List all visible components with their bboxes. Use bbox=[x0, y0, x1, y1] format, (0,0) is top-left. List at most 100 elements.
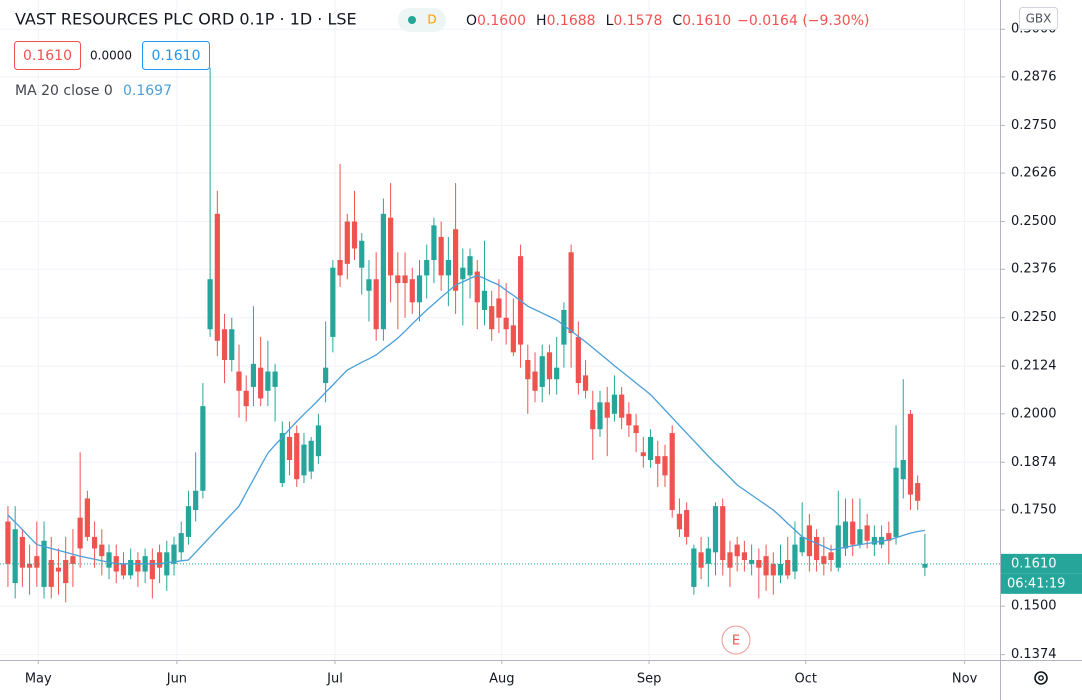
candle-body bbox=[467, 256, 473, 276]
x-tick-label: Oct bbox=[795, 672, 817, 687]
candle-body bbox=[655, 456, 661, 464]
readout-value: 0.1610 bbox=[682, 13, 731, 29]
overlay: VAST RESOURCES PLC ORD 0.1P · 1D · LSE D… bbox=[14, 7, 1058, 685]
x-tick-label: Jul bbox=[326, 672, 343, 687]
candle-body bbox=[416, 275, 423, 303]
status-pill-bg bbox=[398, 8, 446, 32]
candle-body bbox=[84, 498, 90, 537]
y-tick-label: 0.2000 bbox=[1011, 406, 1057, 421]
gear-ring[interactable] bbox=[1034, 671, 1048, 685]
delay-badge[interactable]: D bbox=[427, 13, 436, 27]
x-tick-label: Jun bbox=[166, 672, 187, 687]
candle-body bbox=[806, 525, 812, 557]
candle-body bbox=[604, 402, 610, 418]
candle-body bbox=[720, 506, 726, 560]
y-tick-label: 0.2500 bbox=[1011, 214, 1057, 229]
readout-value: 0.1600 bbox=[477, 13, 526, 29]
candle-body bbox=[308, 440, 314, 472]
x-tick-label: Sep bbox=[637, 672, 662, 687]
candle-body bbox=[835, 525, 841, 568]
candle-body bbox=[366, 279, 372, 291]
currency[interactable]: GBX bbox=[1026, 12, 1052, 26]
candle-body bbox=[70, 556, 76, 564]
candle-body bbox=[258, 367, 264, 399]
grid bbox=[0, 0, 1000, 660]
candle-body bbox=[221, 329, 228, 360]
countdown-box bbox=[1001, 573, 1082, 594]
candle-body bbox=[590, 410, 596, 430]
indicator-name[interactable]: MA 20 close 0 bbox=[15, 83, 113, 99]
y-tick-label: 0.1374 bbox=[1011, 647, 1057, 662]
candle-body bbox=[99, 544, 105, 557]
candle-body bbox=[546, 352, 553, 380]
plot bbox=[0, 67, 1000, 603]
candle-body bbox=[207, 279, 213, 330]
y-tick-label: 0.1500 bbox=[1011, 599, 1057, 614]
buy-price[interactable]: 0.1610 bbox=[152, 48, 201, 64]
candle-body bbox=[438, 236, 444, 276]
buy-box[interactable] bbox=[142, 41, 210, 70]
candle-body bbox=[77, 517, 83, 549]
candle-body bbox=[373, 279, 379, 330]
candle-body bbox=[229, 329, 235, 360]
candle-body bbox=[452, 229, 459, 291]
candle-body bbox=[323, 367, 329, 384]
readout-key: C bbox=[672, 13, 682, 29]
candle-body bbox=[460, 267, 466, 280]
candle-body bbox=[756, 560, 762, 568]
candle-body bbox=[236, 371, 242, 391]
candle-body bbox=[250, 363, 257, 387]
settings-icon[interactable] bbox=[1034, 671, 1048, 685]
candle-body bbox=[915, 483, 921, 501]
candle-body bbox=[763, 556, 769, 576]
readout-key: O bbox=[466, 13, 477, 29]
candle-body bbox=[351, 221, 358, 249]
candle-body bbox=[792, 544, 798, 572]
candle-body bbox=[727, 552, 733, 568]
candle-body bbox=[691, 548, 697, 587]
candle-body bbox=[770, 563, 776, 576]
ohlc-readout: O0.1600 H0.1688 L0.1578 C0.1610 −0.0164 (−9.… bbox=[466, 13, 869, 29]
candle-body bbox=[243, 390, 249, 407]
candle-body bbox=[619, 394, 625, 418]
candle-body bbox=[597, 402, 603, 430]
candle-body bbox=[55, 567, 62, 572]
y-tick-label: 0.2376 bbox=[1011, 262, 1057, 277]
candle-body bbox=[503, 317, 509, 330]
candle-body bbox=[178, 533, 184, 553]
candle-body bbox=[785, 560, 791, 576]
candle-body bbox=[510, 325, 516, 353]
candle-body bbox=[424, 260, 430, 276]
y-tick-label: 0.2750 bbox=[1011, 118, 1057, 133]
candle-body bbox=[814, 536, 820, 560]
moving-average-line bbox=[7, 274, 925, 565]
countdown-label: 06:41:19 bbox=[1007, 576, 1065, 591]
candle-body bbox=[91, 536, 98, 549]
candle-body bbox=[286, 436, 293, 460]
currency-box[interactable] bbox=[1019, 7, 1058, 30]
candle-body bbox=[200, 406, 206, 491]
candle-body bbox=[705, 548, 711, 564]
candle-body bbox=[337, 260, 343, 276]
candle-body bbox=[857, 529, 863, 545]
gear-hub[interactable] bbox=[1038, 675, 1044, 681]
sell-price[interactable]: 0.1610 bbox=[23, 48, 72, 64]
candle-body bbox=[301, 444, 307, 476]
sell-box[interactable] bbox=[14, 41, 81, 70]
candle-body bbox=[279, 433, 285, 484]
market-status-dot[interactable] bbox=[408, 16, 416, 24]
candle-body bbox=[315, 425, 322, 457]
candle-body bbox=[489, 306, 495, 330]
earnings-marker[interactable] bbox=[721, 625, 751, 655]
candle-body bbox=[409, 279, 415, 303]
candle-body bbox=[5, 521, 11, 564]
candle-body bbox=[294, 433, 300, 480]
time-axis-panel bbox=[0, 660, 1000, 700]
candle-body bbox=[886, 533, 892, 541]
candle-body bbox=[864, 525, 870, 541]
earnings-label[interactable]: E bbox=[732, 634, 740, 649]
indicator-value: 0.1697 bbox=[123, 83, 172, 99]
